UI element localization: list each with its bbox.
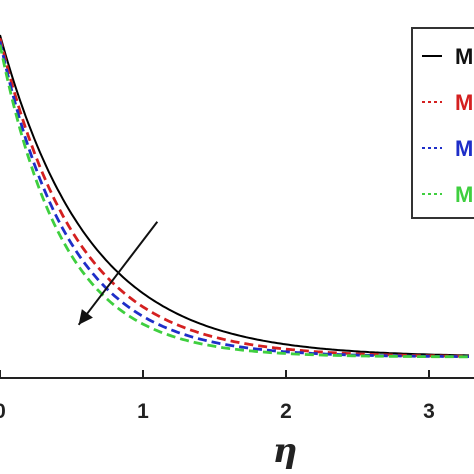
x-tick-label: 3 [423,400,435,423]
series-line-4 [0,44,469,359]
curves-layer [0,34,470,359]
series-line-3 [0,41,469,359]
x-ticks: 0 1 2 3 [0,370,435,423]
x-tick-label: 1 [137,400,149,423]
legend-box [411,27,474,219]
x-axis-title: η [273,431,298,471]
x-tick-label: 2 [280,400,292,423]
arrow-shaft [77,221,159,326]
series-line-2 [0,37,470,358]
x-tick-label: 0 [0,400,6,423]
trend-arrow [77,221,159,326]
legend-label-1: M [455,44,473,69]
arrow-head [78,309,93,325]
legend-label-3: M [455,136,473,161]
legend-label-2: M [455,90,473,115]
series-line-1 [0,34,469,357]
legend-label-4: M [455,182,473,207]
